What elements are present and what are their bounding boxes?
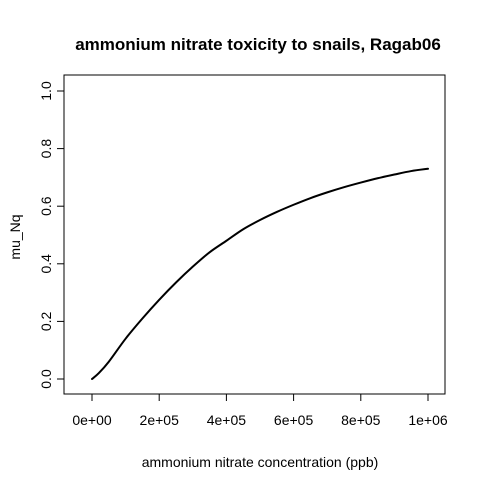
y-tick-label: 0.4	[38, 254, 54, 274]
y-tick-label: 0.2	[38, 311, 54, 331]
x-axis-label: ammonium nitrate concentration (ppb)	[142, 454, 379, 470]
x-tick-label: 2e+05	[140, 412, 180, 428]
y-tick-label: 0.8	[38, 139, 54, 159]
y-tick-label: 0.6	[38, 196, 54, 216]
x-axis: 0e+00 2e+05 4e+05 6e+05 8e+05 1e+06	[72, 393, 448, 428]
y-tick-label: 1.0	[38, 81, 54, 101]
x-tick-label: 0e+00	[72, 412, 112, 428]
y-axis-label: mu_Nq	[7, 214, 23, 259]
x-tick-label: 1e+06	[408, 412, 448, 428]
x-tick-label: 4e+05	[207, 412, 247, 428]
y-tick-label: 0.0	[38, 369, 54, 389]
x-tick-label: 6e+05	[274, 412, 314, 428]
y-axis: 0.0 0.2 0.4 0.6 0.8 1.0	[38, 81, 65, 389]
series-line	[91, 167, 429, 380]
chart-title: ammonium nitrate toxicity to snails, Rag…	[75, 35, 441, 54]
x-tick-label: 8e+05	[341, 412, 381, 428]
series-layer	[91, 167, 429, 380]
